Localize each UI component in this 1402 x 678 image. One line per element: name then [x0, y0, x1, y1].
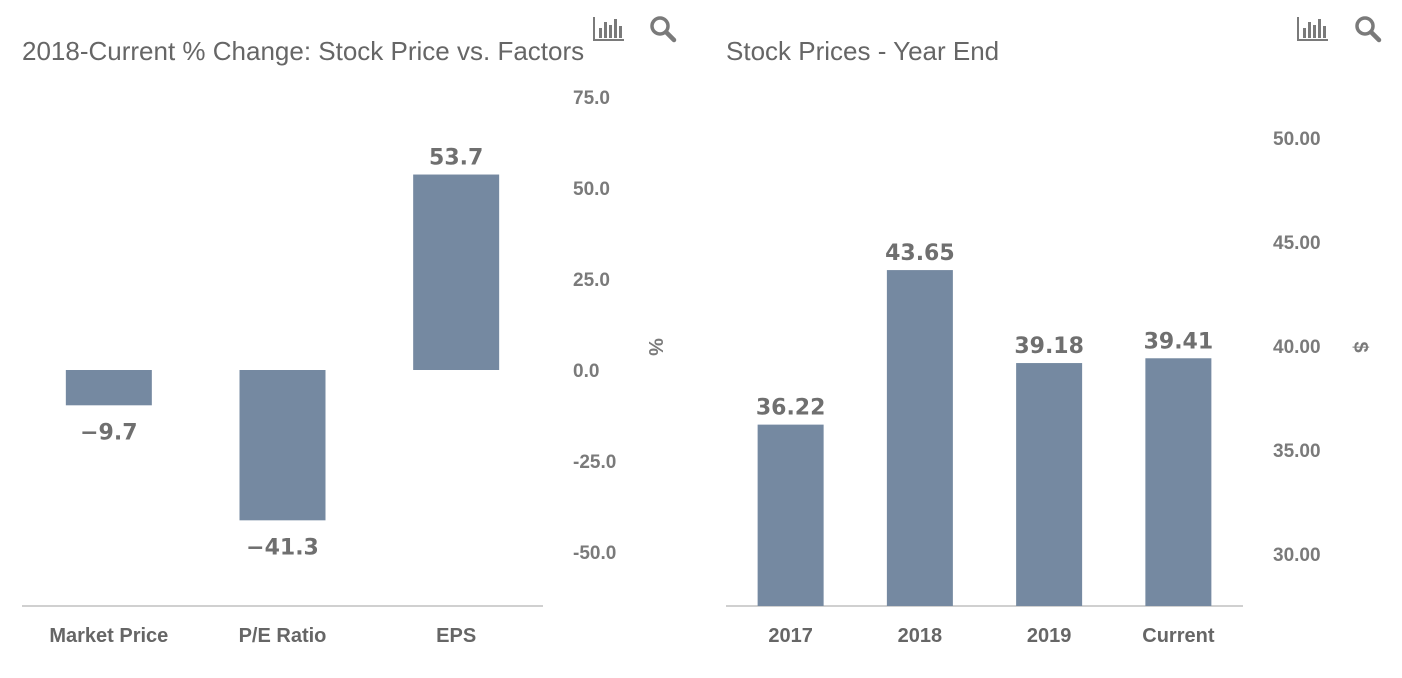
y-axis-label: % [644, 338, 666, 356]
chart-title: Stock Prices - Year End [726, 36, 1000, 66]
y-tick-label: 75.0 [573, 88, 610, 109]
data-label: 36.22 [756, 396, 826, 421]
bar-2018 [886, 270, 953, 606]
x-tick-label: 2017 [768, 625, 813, 647]
x-tick-label: Market Price [49, 625, 168, 647]
data-label: 43.65 [885, 241, 955, 266]
y-tick-label: -50.0 [573, 543, 616, 564]
data-label: −9.7 [80, 420, 137, 445]
magnifier-icon[interactable] [646, 14, 680, 44]
bar-current [1145, 358, 1212, 606]
bar-chart-icon[interactable] [1296, 14, 1330, 44]
y-tick-label: 45.00 [1273, 233, 1321, 254]
data-label: 39.18 [1014, 334, 1084, 359]
y-tick-label: 40.00 [1273, 337, 1321, 358]
magnifier-icon[interactable] [1351, 14, 1385, 44]
y-tick-label: 50.00 [1273, 129, 1321, 150]
bar-p-e-ratio [239, 370, 326, 521]
bar-market-price [65, 370, 152, 406]
data-label: 53.7 [429, 146, 483, 171]
y-tick-label: -25.0 [573, 452, 616, 473]
change-bar-chart: 75.0 50.0 25.0 0.0 -25.0 -50.0% −9.7 Market Pri… [22, 88, 666, 647]
y-tick-label: 0.0 [573, 361, 599, 382]
x-tick-label: Current [1142, 625, 1215, 647]
bar-eps [413, 174, 500, 370]
y-tick-label: 50.0 [573, 179, 610, 200]
bar-2019 [1016, 363, 1083, 606]
data-label: −41.3 [246, 535, 319, 560]
price-bar-chart: 50.00 45.00 40.00 35.00 30.00 $36.22 2017 43.65… [726, 129, 1371, 647]
chart-panel-change: 2018-Current % Change: Stock Price vs. F… [0, 0, 700, 678]
y-tick-label: 35.00 [1273, 441, 1321, 462]
x-tick-label: EPS [436, 625, 476, 647]
y-tick-label: 25.0 [573, 270, 610, 291]
chart-panel-prices: Stock Prices - Year End 50.00 45.00 40.00 3… [700, 0, 1402, 678]
data-label: 39.41 [1144, 329, 1214, 354]
x-tick-label: 2019 [1027, 625, 1072, 647]
y-axis-label: $ [1349, 341, 1371, 352]
bar-2017 [757, 424, 824, 606]
bar-chart-icon[interactable] [592, 14, 626, 44]
x-tick-label: P/E Ratio [239, 625, 327, 647]
y-tick-label: 30.00 [1273, 545, 1321, 566]
x-tick-label: 2018 [898, 625, 943, 647]
chart-title: 2018-Current % Change: Stock Price vs. F… [22, 36, 585, 66]
